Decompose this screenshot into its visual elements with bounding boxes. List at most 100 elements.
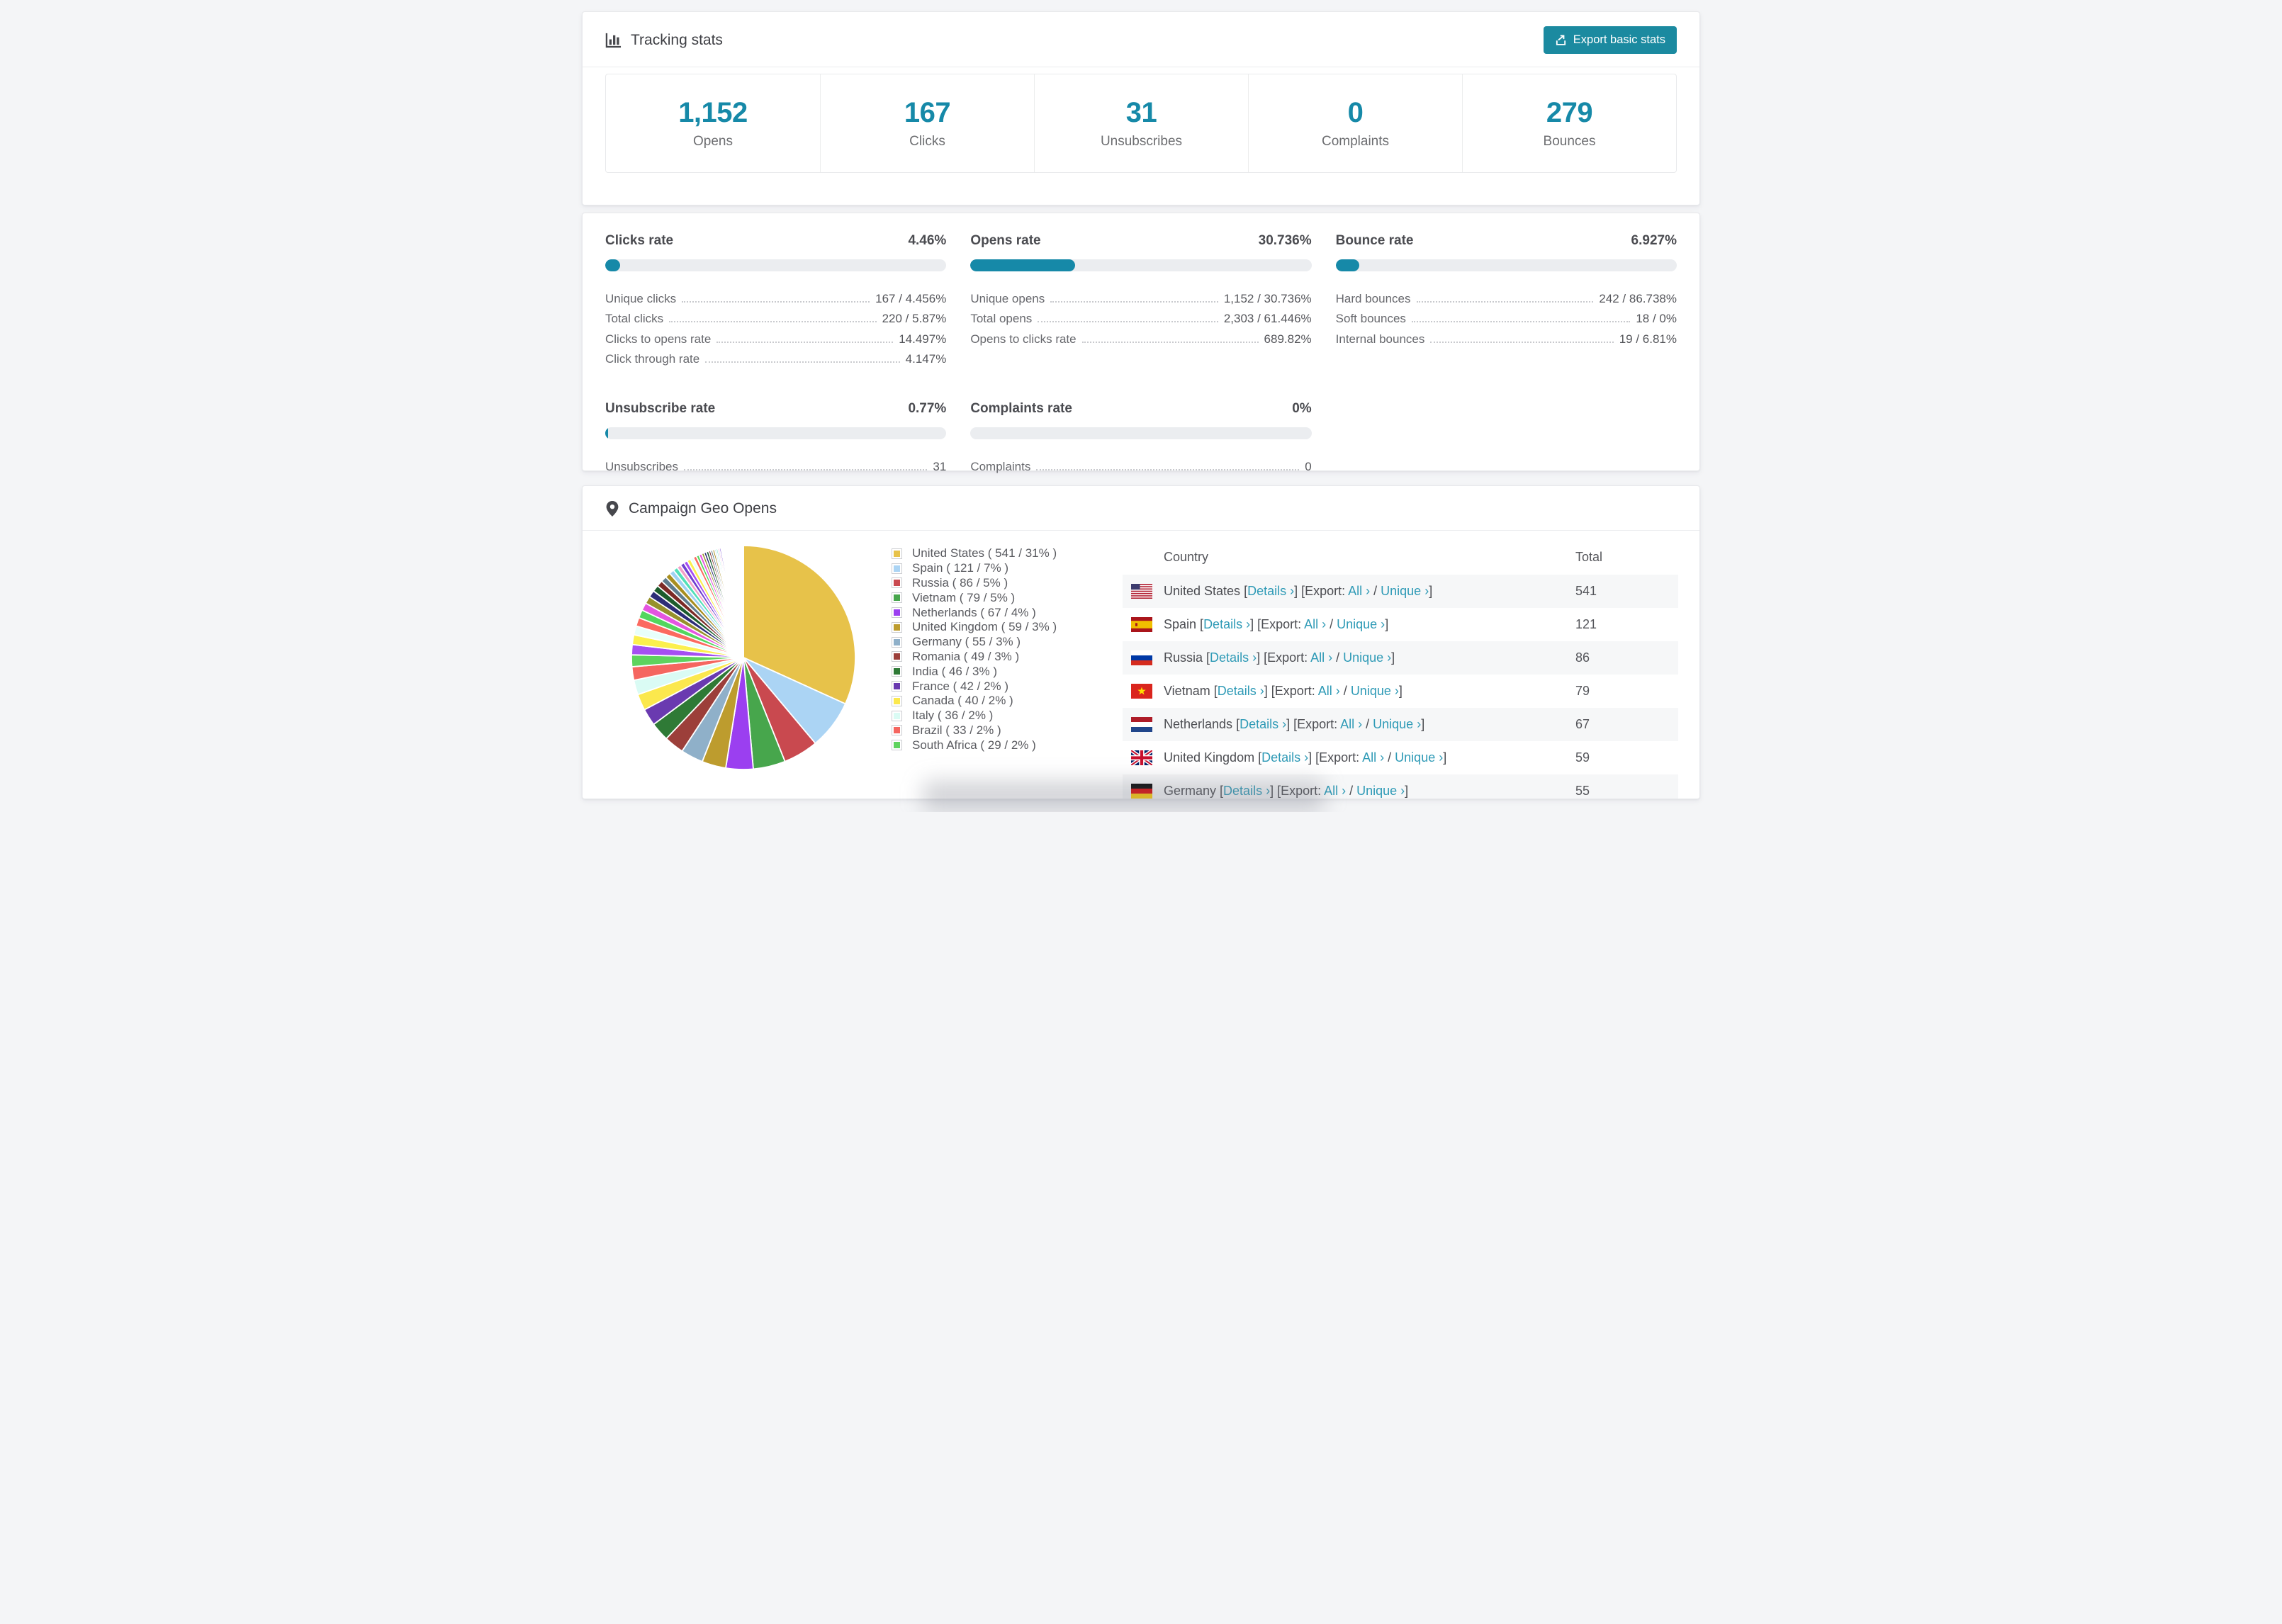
legend-item[interactable]: Romania ( 49 / 3% ) (892, 650, 1104, 665)
legend-swatch (892, 563, 902, 574)
unsubscribe-rate-title: Unsubscribe rate (605, 401, 716, 416)
stat-row: Hard bounces 242 / 86.738% (1335, 291, 1677, 305)
legend-item[interactable]: South Africa ( 29 / 2% ) (892, 738, 1104, 752)
total-column-header: Total (1575, 549, 1603, 564)
stat-row: Internal bounces 19 / 6.81% (1335, 332, 1677, 346)
bounce-rate-title: Bounce rate (1335, 233, 1414, 248)
geo-content: United States ( 541 / 31% ) Spain ( 121 … (583, 531, 1699, 799)
bounce-rate-value: 6.927% (1631, 233, 1677, 248)
legend-item[interactable]: Brazil ( 33 / 2% ) (892, 723, 1104, 738)
unsubscribe-rate-progressbar (605, 427, 947, 439)
export-unique-link[interactable]: Unique › (1343, 650, 1392, 665)
legend-swatch (892, 740, 902, 751)
legend-item[interactable]: Italy ( 36 / 2% ) (892, 709, 1104, 723)
stat-row: Unsubscribes 31 (605, 459, 947, 473)
details-link[interactable]: Details › (1217, 684, 1264, 698)
country-flag (1131, 650, 1152, 665)
export-unique-link[interactable]: Unique › (1356, 784, 1405, 798)
legend-item[interactable]: Germany ( 55 / 3% ) (892, 635, 1104, 650)
legend-item[interactable]: Russia ( 86 / 5% ) (892, 576, 1104, 591)
country-name: Vietnam (1164, 684, 1210, 698)
country-name: Netherlands (1164, 717, 1233, 731)
opens-count: 1,152 (678, 97, 748, 128)
legend-swatch (892, 592, 902, 604)
summary-clicks: 167 Clicks (820, 74, 1034, 172)
legend-swatch (892, 548, 902, 559)
geo-table-header: Country Total (1123, 539, 1678, 575)
clicks-rate-block: Clicks rate 4.46% Unique clicks 167 / 4.4… (605, 233, 947, 367)
country-name: United States (1164, 584, 1241, 598)
details-link[interactable]: Details › (1223, 784, 1271, 798)
legend-item[interactable]: France ( 42 / 2% ) (892, 679, 1104, 694)
opens-label: Opens (693, 134, 733, 149)
geo-title: Campaign Geo Opens (605, 500, 777, 517)
export-unique-link[interactable]: Unique › (1350, 684, 1399, 698)
bounces-count: 279 (1546, 97, 1593, 128)
country-total: 55 (1575, 784, 1590, 798)
legend-swatch (892, 725, 902, 736)
country-total: 86 (1575, 650, 1590, 665)
export-all-link[interactable]: All › (1304, 617, 1327, 631)
export-all-link[interactable]: All › (1348, 584, 1371, 598)
country-total: 541 (1575, 584, 1597, 598)
opens-rate-value: 30.736% (1258, 233, 1312, 248)
details-link[interactable]: Details › (1247, 584, 1295, 598)
rates-card: Clicks rate 4.46% Unique clicks 167 / 4.4… (582, 213, 1700, 473)
export-all-link[interactable]: All › (1324, 784, 1347, 798)
details-link[interactable]: Details › (1261, 750, 1309, 765)
stat-row: Complaints 0 (970, 459, 1312, 473)
unsubscribes-count: 31 (1125, 97, 1157, 128)
campaign-stats-page: Tracking stats Export basic stats 1,152 … (570, 0, 1712, 812)
country-name: Spain (1164, 617, 1197, 631)
table-row: Netherlands [Details ›] [Export: All › /… (1123, 708, 1678, 741)
export-unique-link[interactable]: Unique › (1395, 750, 1444, 765)
table-row: Vietnam [Details ›] [Export: All › / Uni… (1123, 675, 1678, 708)
geo-opens-pie-chart[interactable] (626, 541, 860, 774)
export-unique-link[interactable]: Unique › (1337, 617, 1386, 631)
export-all-link[interactable]: All › (1317, 684, 1340, 698)
legend-item[interactable]: Vietnam ( 79 / 5% ) (892, 590, 1104, 605)
bounce-rate-block: Bounce rate 6.927% Hard bounces 242 / 86.… (1335, 233, 1677, 367)
legend-swatch (892, 710, 902, 721)
unsubscribe-rate-block: Unsubscribe rate 0.77% Unsubscribes 31 (605, 401, 947, 475)
stat-row: Opens to clicks rate 689.82% (970, 332, 1312, 346)
legend-item[interactable]: United States ( 541 / 31% ) (892, 546, 1104, 561)
details-link[interactable]: Details › (1240, 717, 1287, 731)
complaints-rate-title: Complaints rate (970, 401, 1072, 416)
pie-legend: United States ( 541 / 31% ) Spain ( 121 … (892, 546, 1104, 752)
clicks-count: 167 (904, 97, 951, 128)
legend-item[interactable]: United Kingdom ( 59 / 3% ) (892, 620, 1104, 635)
details-link[interactable]: Details › (1210, 650, 1257, 665)
legend-swatch (892, 577, 902, 589)
table-row: Spain [Details ›] [Export: All › / Uniqu… (1123, 608, 1678, 641)
legend-item[interactable]: India ( 46 / 3% ) (892, 664, 1104, 679)
tracking-stats-header: Tracking stats Export basic stats (583, 12, 1699, 67)
export-basic-stats-button[interactable]: Export basic stats (1543, 26, 1677, 54)
tracking-stats-title-text: Tracking stats (631, 31, 723, 48)
map-pin-icon (606, 501, 619, 517)
legend-item[interactable]: Netherlands ( 67 / 4% ) (892, 605, 1104, 620)
table-row: United States [Details ›] [Export: All ›… (1123, 575, 1678, 608)
summary-bounces: 279 Bounces (1462, 74, 1676, 172)
clicks-rate-title: Clicks rate (605, 233, 674, 248)
summary-stats-grid: 1,152 Opens 167 Clicks 31 Unsubscribes 0… (605, 74, 1677, 173)
export-all-link[interactable]: All › (1340, 717, 1363, 731)
legend-swatch (892, 607, 902, 619)
legend-swatch (892, 636, 902, 648)
export-unique-link[interactable]: Unique › (1373, 717, 1422, 731)
country-flag (1131, 750, 1152, 765)
complaints-rate-progressbar (970, 427, 1312, 439)
geo-title-text: Campaign Geo Opens (629, 500, 777, 517)
legend-item[interactable]: Canada ( 40 / 2% ) (892, 694, 1104, 709)
legend-item[interactable]: Spain ( 121 / 7% ) (892, 561, 1104, 576)
export-all-link[interactable]: All › (1362, 750, 1385, 765)
opens-rate-block: Opens rate 30.736% Unique opens 1,152 / 3… (970, 233, 1312, 367)
legend-swatch (892, 695, 902, 706)
tracking-stats-title: Tracking stats (605, 32, 723, 49)
details-link[interactable]: Details › (1203, 617, 1251, 631)
export-unique-link[interactable]: Unique › (1381, 584, 1429, 598)
legend-swatch (892, 666, 902, 677)
clicks-rate-progressbar (605, 259, 947, 271)
export-all-link[interactable]: All › (1310, 650, 1333, 665)
country-flag (1131, 617, 1152, 632)
